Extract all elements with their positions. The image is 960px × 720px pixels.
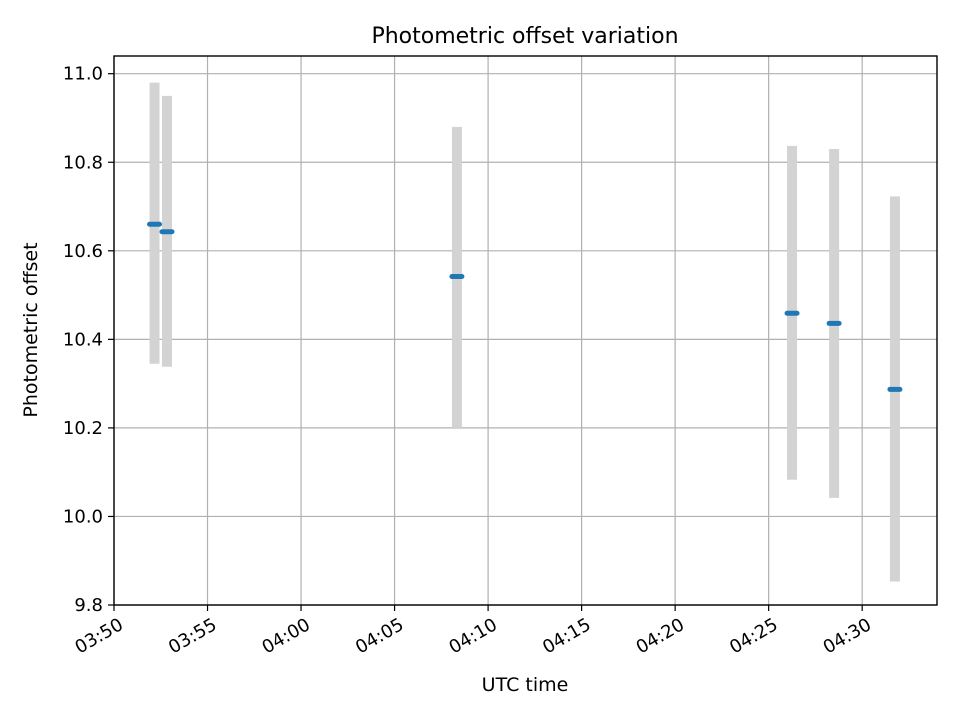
y-axis-ticks: 9.8 10.0 10.2 10.4 10.6 10.8 11.0	[63, 64, 114, 616]
y-tick-label: 10.4	[63, 329, 103, 350]
x-axis-label: UTC time	[482, 674, 569, 696]
plot-frame	[113, 55, 938, 606]
y-tick-label: 10.2	[63, 418, 103, 439]
y-tick-label: 11.0	[63, 64, 103, 85]
data-markers	[147, 221, 903, 392]
y-tick-label: 10.6	[63, 241, 103, 262]
y-tick-label: 10.8	[63, 152, 103, 173]
y-tick-label: 9.8	[74, 595, 103, 616]
chart-title: Photometric offset variation	[371, 24, 678, 49]
y-tick-label: 10.0	[63, 506, 103, 527]
grid	[113, 56, 937, 606]
y-axis-label: Photometric offset	[20, 242, 42, 417]
